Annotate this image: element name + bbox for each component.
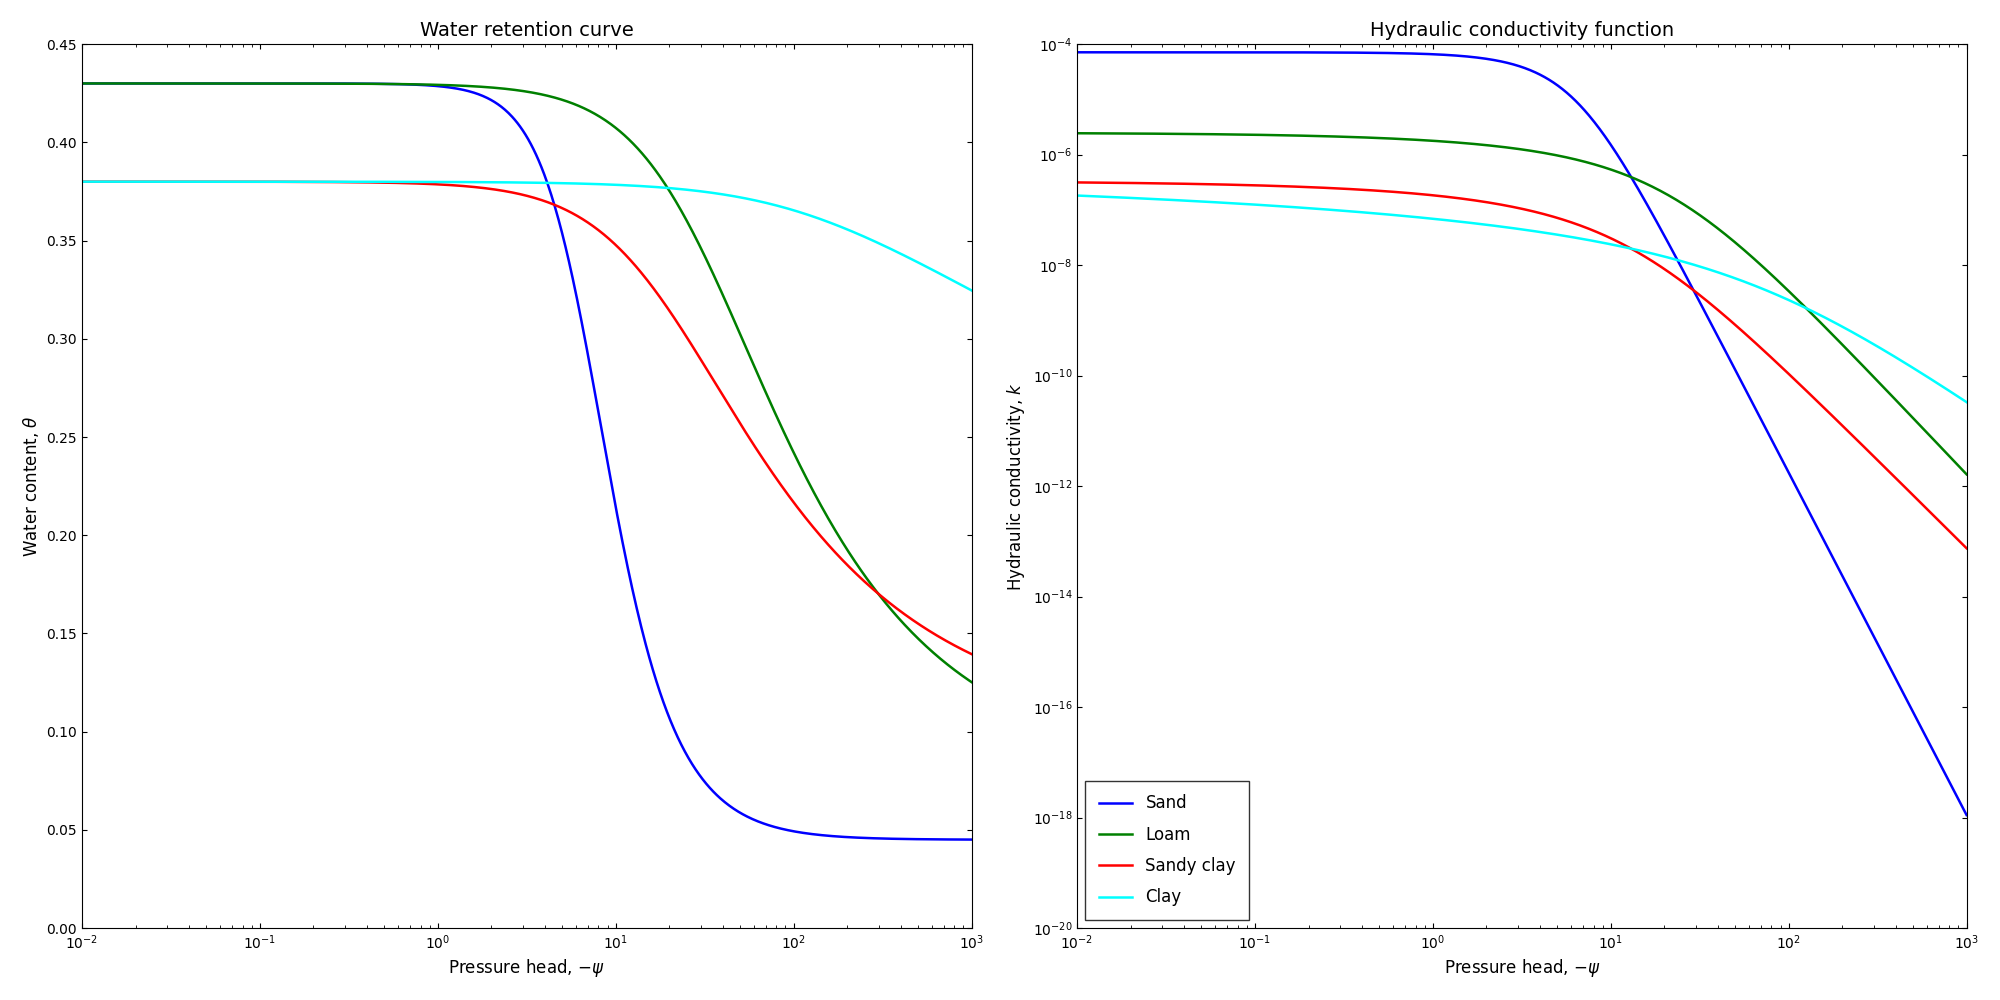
Loam [1156, 128, 1180, 140]
Clay [1676, 257, 1700, 269]
Clay [1758, 286, 1782, 298]
Sandy clay [1424, 190, 1448, 202]
Sand [1676, 274, 1700, 286]
Clay [1066, 190, 1090, 202]
Y-axis label: Water content, $\theta$: Water content, $\theta$ [20, 415, 40, 557]
Sand [1954, 809, 1978, 821]
Line: Sand: Sand [1078, 52, 1966, 815]
Sand [1156, 46, 1180, 58]
Clay [1774, 293, 1798, 305]
Clay [1954, 396, 1978, 408]
Sandy clay [1954, 542, 1978, 554]
Sandy clay [1774, 366, 1798, 378]
Title: Water retention curve: Water retention curve [420, 21, 634, 40]
Line: Loam: Loam [1078, 133, 1966, 474]
Sand [1456, 51, 1480, 63]
Sandy clay [1758, 351, 1782, 363]
Legend: Sand, Loam, Sandy clay, Clay: Sand, Loam, Sandy clay, Clay [1086, 781, 1250, 920]
Clay [1424, 213, 1448, 225]
X-axis label: Pressure head, $-\psi$: Pressure head, $-\psi$ [448, 957, 606, 979]
Line: Sandy clay: Sandy clay [1078, 182, 1966, 548]
Loam [1456, 137, 1480, 149]
X-axis label: Pressure head, $-\psi$: Pressure head, $-\psi$ [1444, 957, 1600, 979]
Loam [1774, 283, 1798, 295]
Title: Hydraulic conductivity function: Hydraulic conductivity function [1370, 21, 1674, 40]
Loam [1758, 268, 1782, 280]
Clay [1456, 217, 1480, 229]
Sand [1424, 48, 1448, 60]
Sand [1758, 432, 1782, 444]
Loam [1676, 201, 1700, 213]
Line: Clay: Clay [1078, 196, 1966, 402]
Loam [1424, 135, 1448, 147]
Sandy clay [1676, 280, 1700, 292]
Sandy clay [1066, 176, 1090, 188]
Y-axis label: Hydraulic conductivity, $k$: Hydraulic conductivity, $k$ [1004, 382, 1026, 591]
Sand [1066, 46, 1090, 58]
Sandy clay [1156, 177, 1180, 189]
Loam [1066, 127, 1090, 139]
Sand [1774, 463, 1798, 475]
Clay [1156, 194, 1180, 206]
Loam [1954, 468, 1978, 480]
Sandy clay [1456, 194, 1480, 206]
